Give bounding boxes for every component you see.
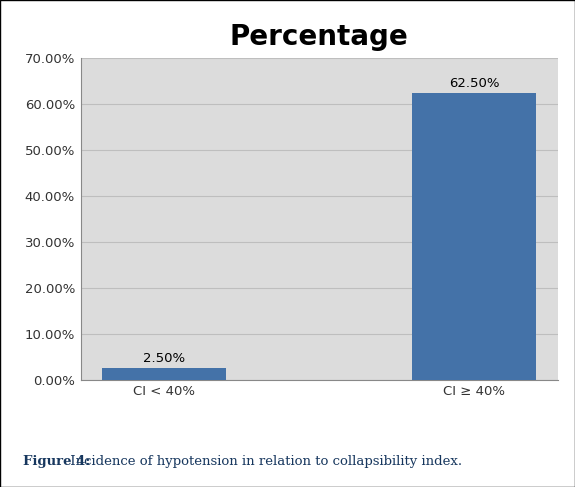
Text: Incidence of hypotension in relation to collapsibility index.: Incidence of hypotension in relation to … [66,454,462,468]
Text: 2.50%: 2.50% [143,352,185,365]
Title: Percentage: Percentage [230,22,408,51]
Bar [412,93,536,380]
Text: Figure 4:: Figure 4: [23,454,90,468]
Bar [102,368,226,380]
Text: 62.50%: 62.50% [449,76,499,90]
